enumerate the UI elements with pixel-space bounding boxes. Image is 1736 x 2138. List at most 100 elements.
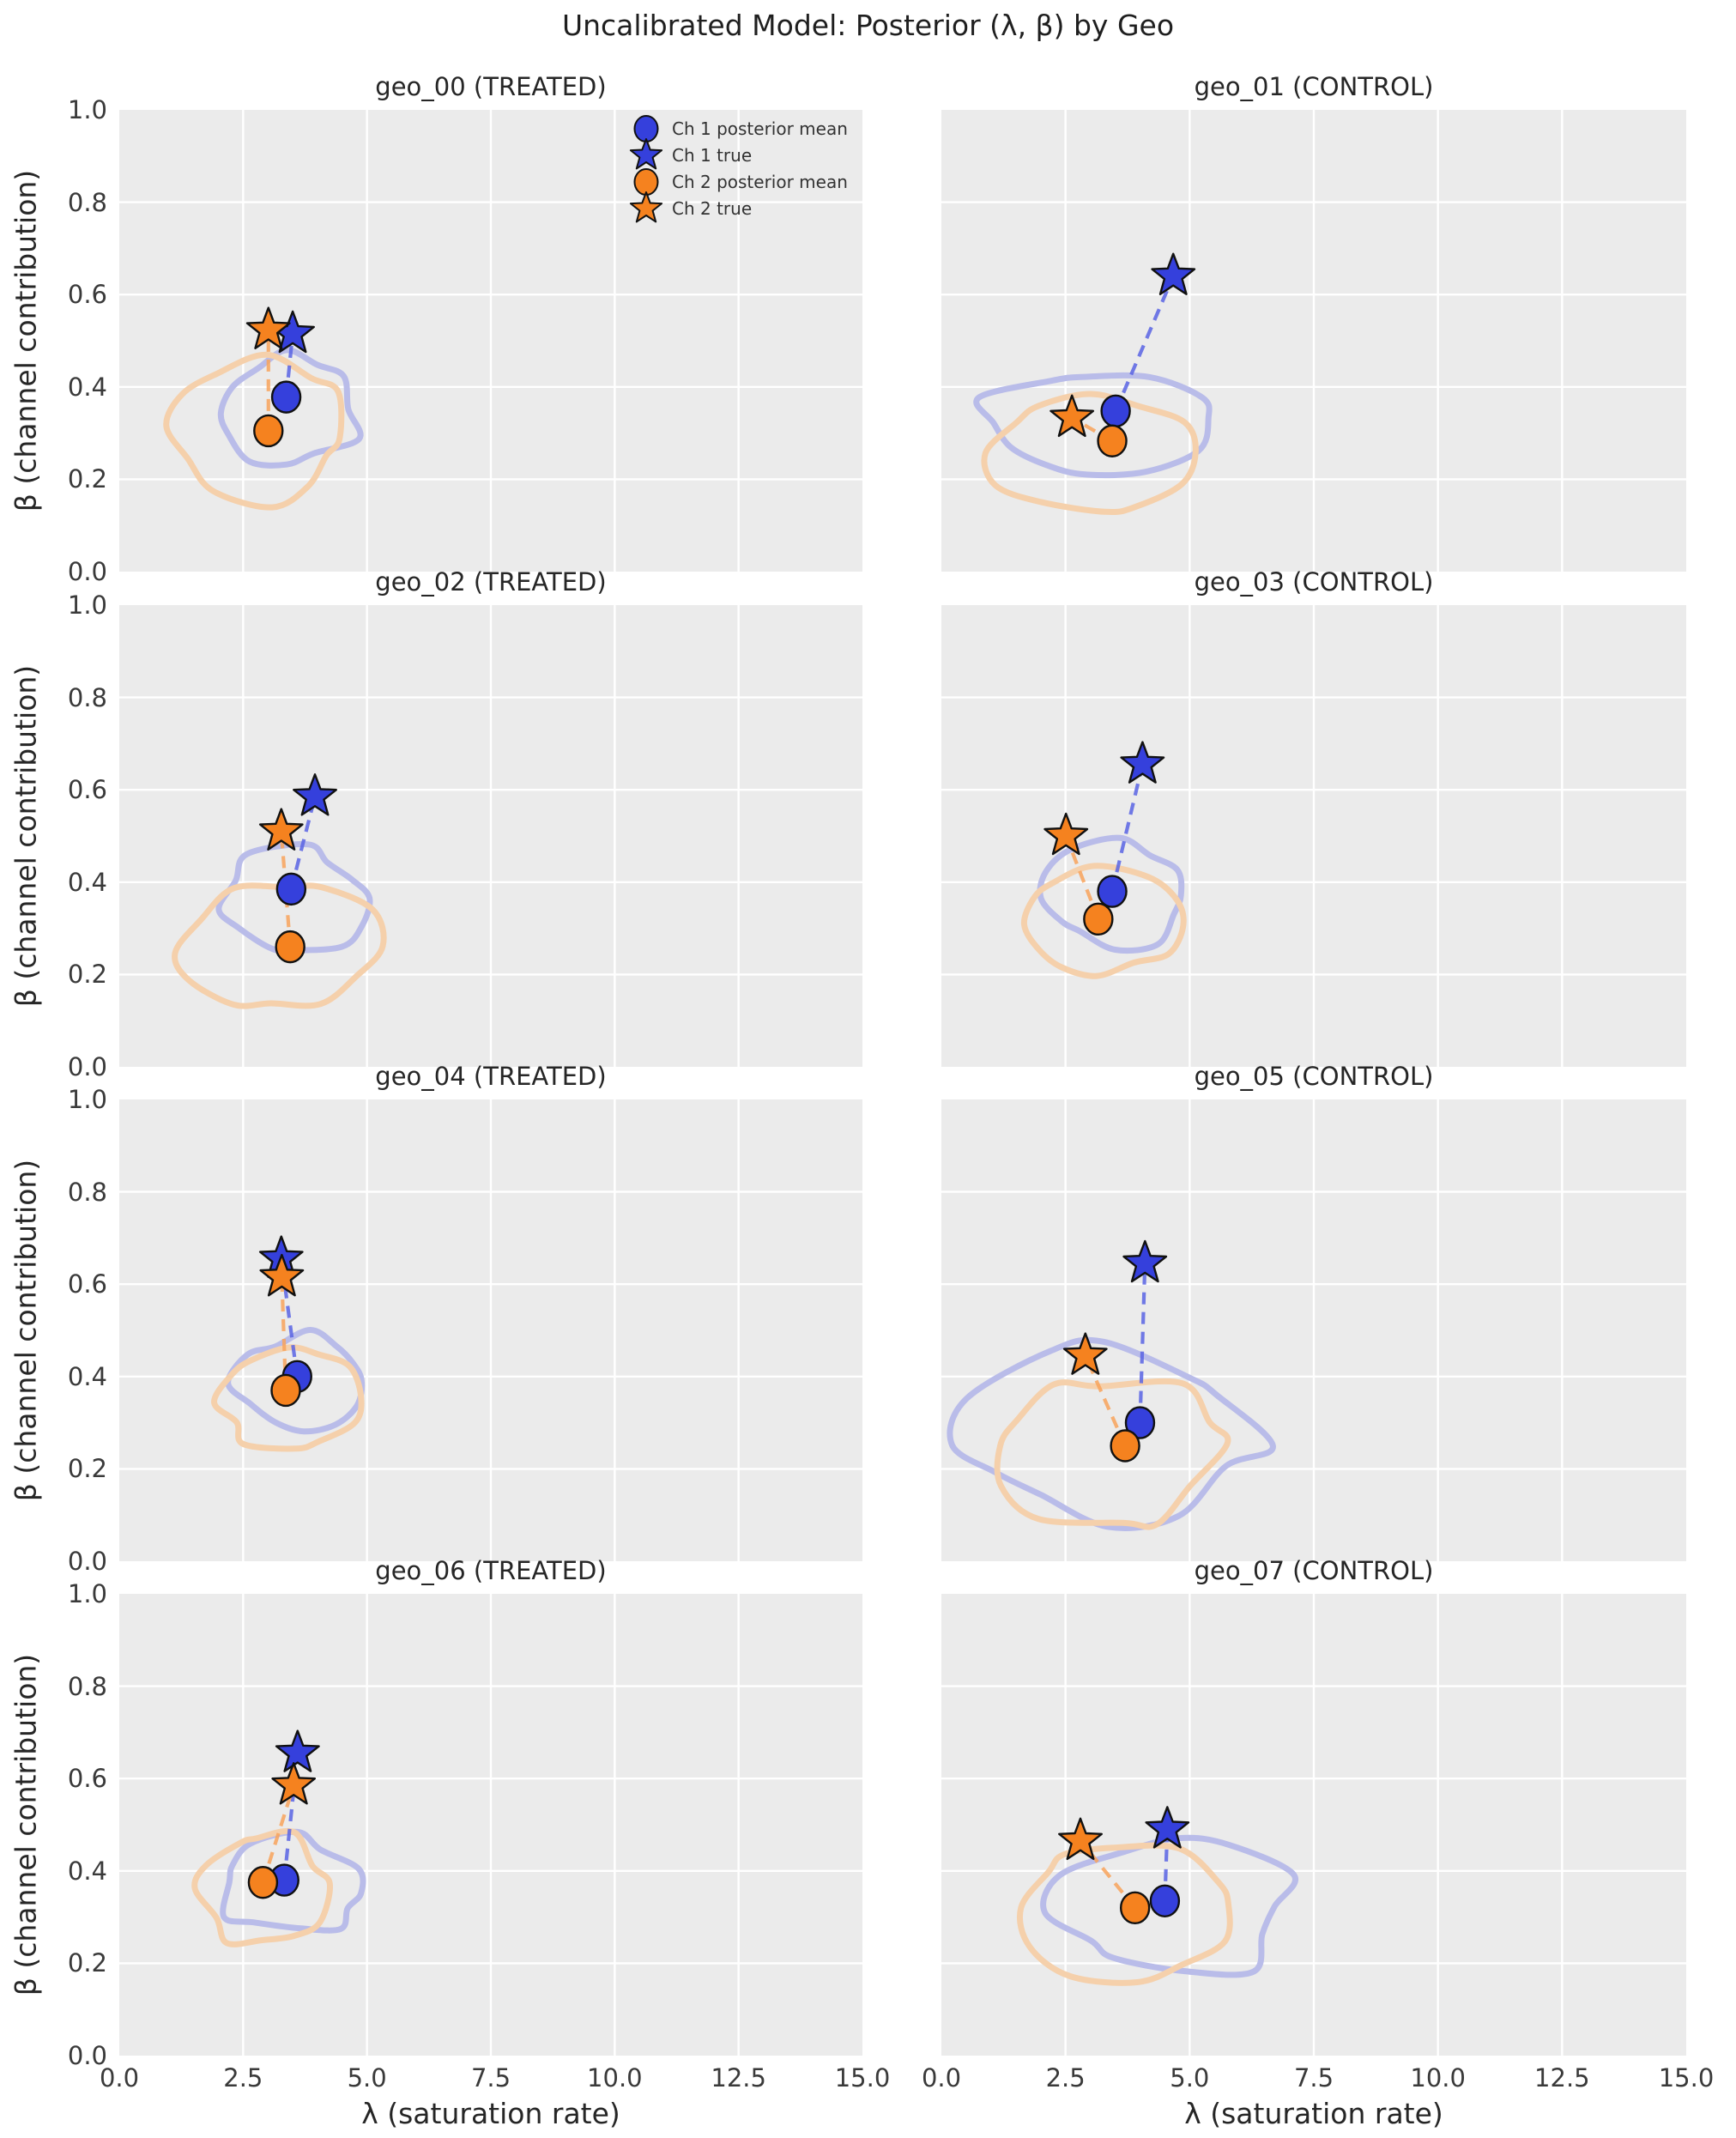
subplot-geo_00: geo_00 (TREATED) 0.0 0.2 0.4 0.6 0.8 1.0 β (cha…: [9, 72, 862, 585]
ch2-posterior-contour: [994, 1378, 1231, 1530]
ch1-true-marker: [1120, 741, 1165, 784]
ch2-posterior-contour: [1016, 1842, 1233, 1986]
ch2-posterior-mean-marker: [1083, 902, 1114, 936]
ch1-true-marker: [293, 773, 337, 816]
y-tick-label: 0.6: [67, 1764, 107, 1794]
ch1-true-marker: [275, 1729, 320, 1772]
ch2-true-marker: [1058, 1817, 1103, 1861]
y-tick-label: 0.6: [67, 775, 107, 805]
ch2-true-marker: [1062, 1332, 1108, 1375]
ch2-posterior-contour: [191, 1827, 333, 1947]
ch1-posterior-mean-marker: [1149, 1884, 1181, 1917]
y-tick-label: 1.0: [67, 1579, 107, 1608]
ch1-posterior-contour: [217, 347, 364, 469]
subplot-title-geo_02: geo_02 (TREATED): [375, 567, 607, 597]
y-tick-label: 0.0: [67, 2041, 107, 2070]
subplot-geo_06: geo_06 (TREATED) 0.0 0.2 0.4 0.6 0.8 1.0 β (cha…: [9, 1556, 891, 2130]
x-tick-label: 12.5: [1534, 2063, 1590, 2093]
subplot-title-geo_01: geo_01 (CONTROL): [1194, 72, 1434, 101]
subplot-title-geo_04: geo_04 (TREATED): [375, 1062, 607, 1091]
ch1-posterior-contour: [1037, 834, 1185, 954]
subplot-title-geo_05: geo_05 (CONTROL): [1194, 1062, 1434, 1091]
subplot-geo_05: geo_05 (CONTROL): [941, 1062, 1686, 1561]
legend-item: Ch 2 true: [627, 191, 848, 222]
y-tick-label: 0.4: [67, 1856, 107, 1886]
ch2-mean-to-true-connector: [1083, 1354, 1128, 1447]
legend-marker-shape: [629, 191, 663, 222]
ch1-mean-to-true-connector: [1114, 275, 1176, 412]
ch2-true-marker: [271, 1762, 317, 1805]
ch1-posterior-contour: [947, 1336, 1276, 1531]
y-axis-label: β (channel contribution): [9, 1653, 43, 1996]
plot-panel-geo_01: [941, 110, 1686, 572]
ch2-posterior-mean-marker: [1110, 1429, 1140, 1463]
x-tick-label: 10.0: [1410, 2063, 1466, 2093]
ch2-posterior-mean-marker: [270, 1373, 301, 1408]
subplot-geo_04: geo_04 (TREATED) 0.0 0.2 0.4 0.6 0.8 1.0 β (cha…: [9, 1062, 862, 1575]
x-tick-label: 2.5: [223, 2063, 263, 2093]
y-tick-label: 0.8: [67, 1671, 107, 1701]
subplot-title-geo_06: geo_06 (TREATED): [375, 1556, 607, 1585]
legend-item-label: Ch 2 true: [672, 197, 753, 219]
x-tick-label: 12.5: [711, 2063, 766, 2093]
ch1-posterior-contour: [220, 1828, 366, 1934]
plot-panel-geo_05: [941, 1099, 1686, 1561]
subplot-geo_02: geo_02 (TREATED) 0.0 0.2 0.4 0.6 0.8 1.0 β (cha…: [9, 567, 862, 1081]
legend-star-icon: [629, 137, 663, 169]
ch1-mean-to-true-connector: [289, 796, 318, 890]
y-tick-label: 0.2: [67, 1454, 107, 1484]
ch1-posterior-mean-marker: [1124, 1406, 1156, 1439]
legend-item: Ch 2 posterior mean: [627, 167, 848, 196]
ch2-true-marker: [259, 1253, 305, 1297]
x-tick-label: 15.0: [834, 2063, 891, 2093]
ch2-true-marker: [1043, 812, 1089, 856]
x-tick-label: 15.0: [1658, 2063, 1715, 2093]
legend-item-label: Ch 1 posterior mean: [672, 118, 848, 139]
ch2-true-marker: [1049, 394, 1095, 438]
ch1-posterior-contour: [973, 372, 1213, 479]
x-tick-label: 5.0: [347, 2063, 387, 2093]
ch2-posterior-mean-marker: [247, 1866, 279, 1899]
y-tick-label: 0.2: [67, 1948, 107, 1978]
y-axis-label: β (channel contribution): [9, 1159, 43, 1502]
plot-panel-geo_00: [119, 110, 862, 572]
x-tick-label: 0.0: [99, 2063, 140, 2093]
y-tick-label: 0.8: [67, 1177, 107, 1207]
y-tick-label: 1.0: [67, 95, 107, 124]
y-tick-label: 0.6: [67, 1269, 107, 1299]
y-tick-label: 0.6: [67, 280, 107, 310]
ch1-posterior-mean-marker: [275, 872, 307, 906]
figure-title: Uncalibrated Model: Posterior (λ, β) by …: [561, 9, 1175, 42]
legend-item: Ch 1 true: [627, 137, 848, 169]
x-tick-label: 0.0: [921, 2063, 962, 2093]
ch1-true-marker: [1122, 1239, 1168, 1283]
plot-panel-geo_07: [941, 1594, 1686, 2056]
ch2-posterior-contour: [172, 882, 387, 1009]
x-axis-label: λ (saturation rate): [1184, 2097, 1443, 2130]
ch1-posterior-mean-marker: [270, 380, 302, 414]
ch1-posterior-contour: [215, 841, 373, 954]
y-axis-label: β (channel contribution): [9, 664, 43, 1008]
ch2-posterior-contour: [1020, 863, 1187, 979]
x-axis-label: λ (saturation rate): [361, 2097, 620, 2130]
legend-marker-shape: [629, 137, 663, 169]
ch2-posterior-contour: [163, 351, 345, 511]
ch1-mean-to-true-connector: [1138, 1263, 1147, 1423]
legend-star-icon: [629, 191, 663, 222]
y-tick-label: 1.0: [67, 591, 107, 620]
ch1-posterior-contour: [1040, 1834, 1299, 1978]
x-tick-label: 2.5: [1045, 2063, 1086, 2093]
y-tick-label: 0.0: [67, 557, 107, 586]
subplot-title-geo_00: geo_00 (TREATED): [375, 72, 607, 101]
x-tick-label: 7.5: [1293, 2063, 1334, 2093]
y-tick-label: 0.4: [67, 867, 107, 897]
plot-panel-geo_03: [941, 605, 1686, 1067]
y-tick-label: 1.0: [67, 1085, 107, 1114]
y-tick-label: 0.4: [67, 1361, 107, 1391]
y-tick-label: 0.0: [67, 1547, 107, 1576]
subplot-title-geo_03: geo_03 (CONTROL): [1194, 567, 1434, 597]
ch2-posterior-contour: [981, 391, 1199, 516]
y-tick-label: 0.2: [67, 960, 107, 990]
ch1-true-marker: [1145, 1806, 1190, 1849]
y-tick-label: 0.2: [67, 464, 107, 494]
